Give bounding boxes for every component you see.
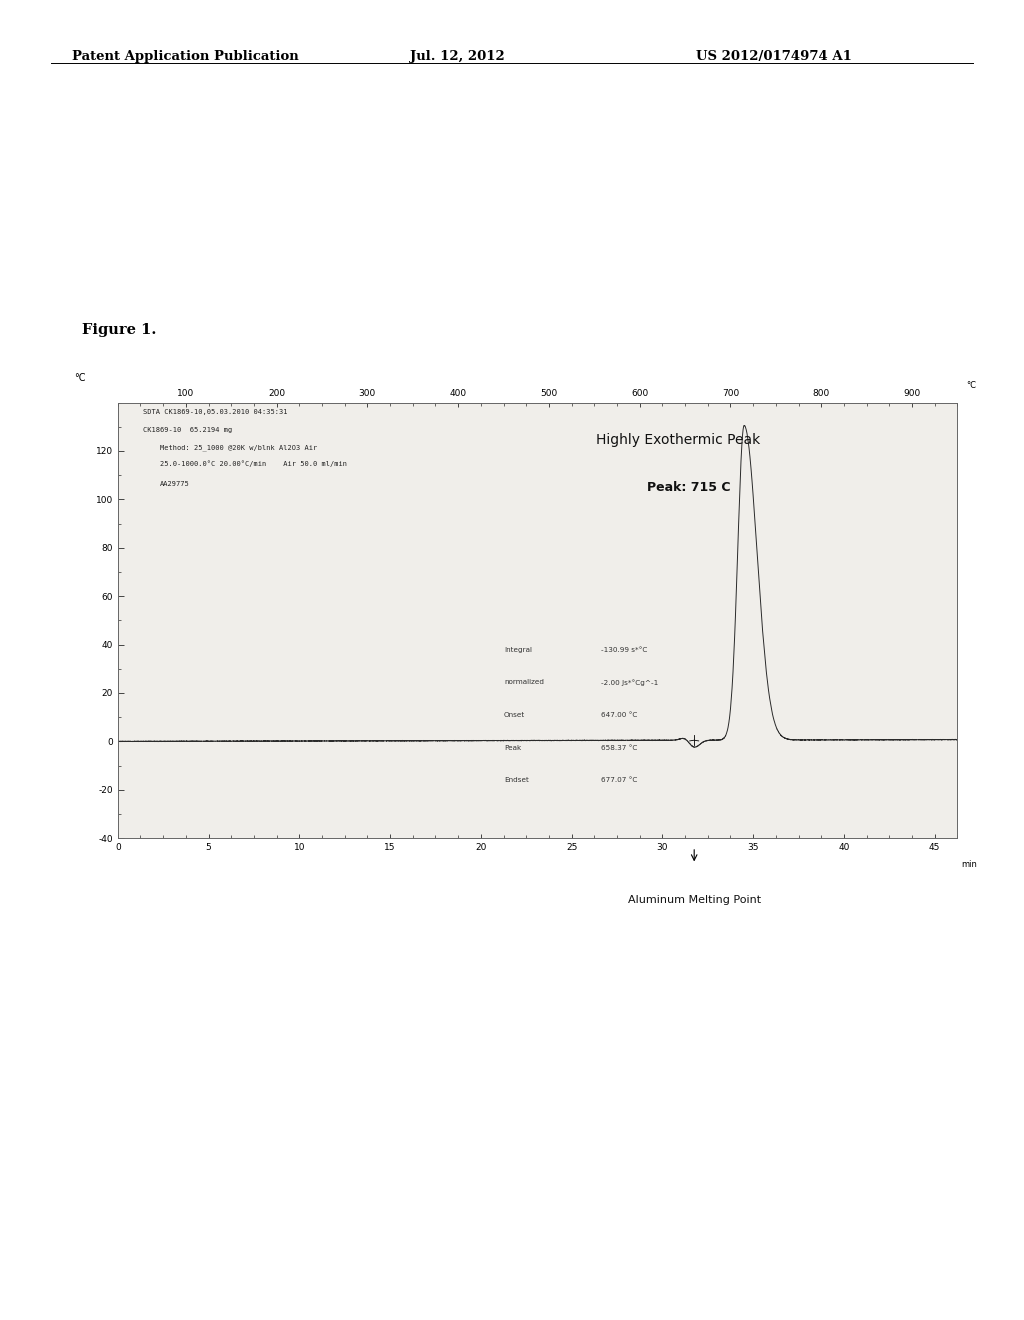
- Text: Peak: 715 C: Peak: 715 C: [647, 480, 730, 494]
- Text: 25.0-1000.0°C 20.00°C/min    Air 50.0 ml/min: 25.0-1000.0°C 20.00°C/min Air 50.0 ml/mi…: [160, 461, 347, 467]
- Text: 647.00 °C: 647.00 °C: [600, 711, 637, 718]
- Text: Peak: Peak: [504, 744, 521, 751]
- Text: Figure 1.: Figure 1.: [82, 323, 157, 338]
- Text: Highly Exothermic Peak: Highly Exothermic Peak: [596, 433, 761, 447]
- Text: min: min: [962, 859, 978, 869]
- Text: Endset: Endset: [504, 777, 528, 783]
- Text: Method: 25_1000 @20K w/blnk Al2O3 Air: Method: 25_1000 @20K w/blnk Al2O3 Air: [160, 444, 317, 450]
- Text: normalized: normalized: [504, 680, 544, 685]
- Text: 658.37 °C: 658.37 °C: [600, 744, 637, 751]
- Text: Jul. 12, 2012: Jul. 12, 2012: [410, 50, 505, 63]
- Text: Patent Application Publication: Patent Application Publication: [72, 50, 298, 63]
- Text: -130.99 s*°C: -130.99 s*°C: [600, 647, 647, 652]
- Text: Onset: Onset: [504, 711, 525, 718]
- Text: US 2012/0174974 A1: US 2012/0174974 A1: [696, 50, 852, 63]
- Text: °C: °C: [966, 380, 976, 389]
- Text: °C: °C: [74, 374, 86, 383]
- Text: CK1869-10  65.2194 mg: CK1869-10 65.2194 mg: [143, 426, 232, 433]
- Text: Integral: Integral: [504, 647, 532, 652]
- Text: AA29775: AA29775: [160, 480, 189, 487]
- Text: -2.00 Js*°Cg^-1: -2.00 Js*°Cg^-1: [600, 680, 657, 686]
- Text: SDTA CK1869-10,05.03.2010 04:35:31: SDTA CK1869-10,05.03.2010 04:35:31: [143, 409, 288, 414]
- Text: 677.07 °C: 677.07 °C: [600, 777, 637, 783]
- Text: Aluminum Melting Point: Aluminum Melting Point: [628, 895, 761, 904]
